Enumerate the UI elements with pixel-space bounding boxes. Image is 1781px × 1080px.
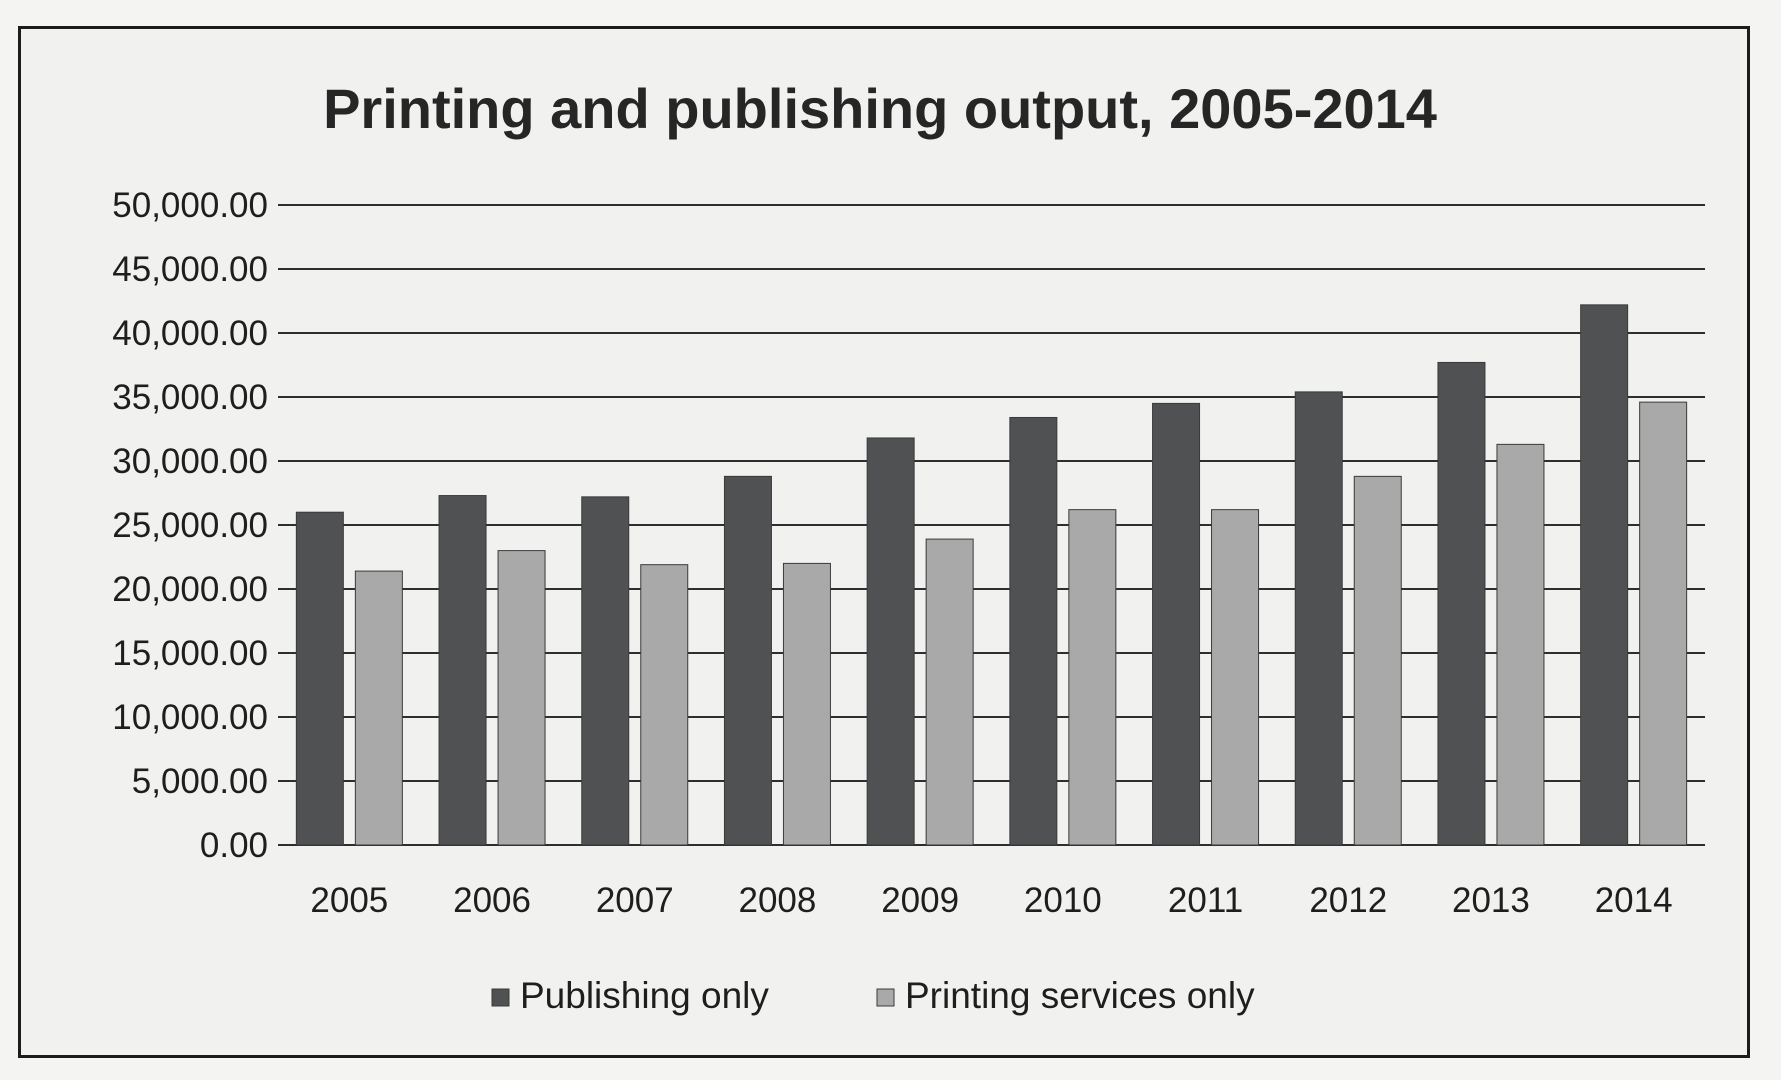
- bar-publishing-2007: [581, 496, 630, 846]
- gridlines: [278, 204, 1705, 846]
- bar-printing-2008: [782, 562, 831, 846]
- legend-swatch: [491, 988, 510, 1007]
- y-tick-label: 50,000.00: [112, 186, 268, 225]
- bar-printing-2012: [1353, 475, 1402, 846]
- y-tick-label: 25,000.00: [112, 506, 268, 545]
- bar-printing-2005: [354, 570, 403, 846]
- bar-publishing-2009: [866, 437, 915, 846]
- x-axis-ticks: 2005 2006 2007 2008 2009 2010 2011 2012 2013 2014: [310, 881, 1672, 920]
- x-tick-label: 2013: [1452, 881, 1530, 920]
- bar-printing-2007: [640, 564, 689, 846]
- bar-publishing-2012: [1294, 391, 1343, 846]
- x-tick-label: 2005: [310, 881, 388, 920]
- y-tick-label: 5,000.00: [132, 762, 268, 801]
- bar-printing-2010: [1068, 509, 1117, 846]
- bar-publishing-2011: [1152, 402, 1201, 846]
- x-tick-label: 2011: [1168, 881, 1243, 920]
- bar-printing-2006: [497, 550, 546, 846]
- x-tick-label: 2007: [596, 881, 674, 920]
- y-tick-label: 45,000.00: [112, 250, 268, 289]
- x-tick-label: 2006: [453, 881, 531, 920]
- legend-label: Publishing only: [520, 975, 769, 1016]
- y-tick-label: 10,000.00: [112, 698, 268, 737]
- bars: [295, 304, 1688, 846]
- y-tick-label: 35,000.00: [112, 378, 268, 417]
- y-tick-label: 20,000.00: [112, 570, 268, 609]
- bar-publishing-2006: [438, 495, 487, 846]
- x-tick-label: 2014: [1595, 881, 1673, 920]
- chart-title: Printing and publishing output, 2005-201…: [323, 77, 1437, 140]
- legend: Publishing only Printing services only: [491, 975, 1255, 1016]
- bar-printing-2013: [1496, 443, 1545, 846]
- x-tick-label: 2012: [1309, 881, 1387, 920]
- bar-printing-2011: [1211, 509, 1260, 846]
- y-axis-ticks: 0.00 5,000.00 10,000.00 15,000.00 20,000.00 2…: [112, 186, 268, 865]
- bar-publishing-2008: [723, 475, 772, 846]
- y-tick-label: 0.00: [200, 826, 268, 865]
- bar-publishing-2014: [1580, 304, 1629, 846]
- bar-printing-2009: [925, 538, 974, 846]
- legend-label: Printing services only: [905, 975, 1255, 1016]
- bar-printing-2014: [1639, 401, 1688, 846]
- x-tick-label: 2009: [881, 881, 959, 920]
- x-tick-label: 2008: [739, 881, 817, 920]
- bar-publishing-2010: [1009, 416, 1058, 846]
- y-tick-label: 15,000.00: [112, 634, 268, 673]
- bar-publishing-2013: [1437, 361, 1486, 846]
- bar-publishing-2005: [295, 511, 344, 846]
- x-tick-label: 2010: [1024, 881, 1102, 920]
- y-tick-label: 30,000.00: [112, 442, 268, 481]
- y-tick-label: 40,000.00: [112, 314, 268, 353]
- legend-swatch: [876, 988, 895, 1007]
